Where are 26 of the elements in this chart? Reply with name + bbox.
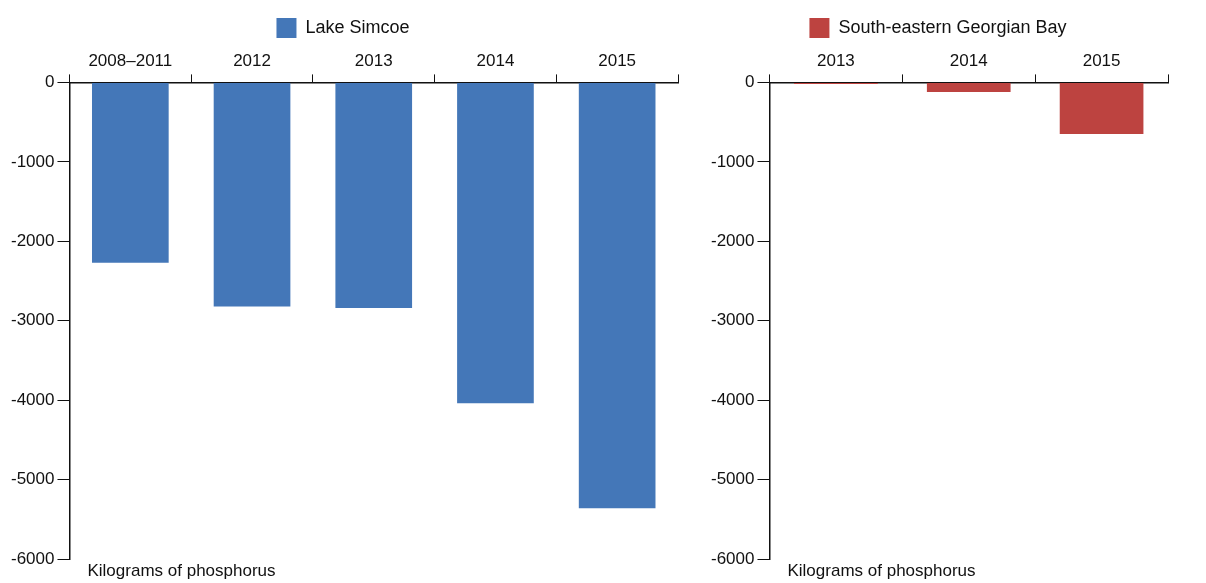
x-tick-label: 2012 — [233, 50, 271, 70]
y-tick-label: -5000 — [11, 469, 55, 489]
y-tick-label: -1000 — [711, 151, 755, 171]
x-tick-label: 2015 — [598, 50, 637, 70]
text: Kilograms of phosphorus — [787, 561, 976, 581]
x-tick-label: 2008–2011 — [88, 50, 173, 70]
x-tick-label: 2014 — [949, 50, 988, 70]
y-tick-label: -2000 — [11, 230, 55, 250]
x-tick-label: 2014 — [476, 50, 515, 70]
text: Kilograms of phosphorus — [87, 561, 276, 581]
y-tick-label: -5000 — [711, 469, 755, 489]
x-tick-label: 2015 — [1082, 50, 1121, 70]
y-tick-label: 0 — [45, 72, 55, 92]
y-tick-label: -3000 — [11, 310, 55, 330]
y-tick-label: -4000 — [711, 389, 755, 409]
y-tick-label: -1000 — [11, 151, 55, 171]
y-tick-label: -2000 — [711, 230, 755, 250]
legend-label: Lake Simcoe — [305, 16, 410, 37]
x-tick-label: 2013 — [816, 50, 855, 70]
legend-label: South-eastern Georgian Bay — [838, 16, 1067, 37]
y-tick-label: -3000 — [711, 310, 755, 330]
x-tick-label: 2013 — [354, 50, 393, 70]
y-tick-label: -6000 — [11, 548, 55, 568]
y-tick-label: 0 — [745, 72, 755, 92]
y-tick-label: -6000 — [711, 548, 755, 568]
y-tick-label: -4000 — [11, 389, 55, 409]
